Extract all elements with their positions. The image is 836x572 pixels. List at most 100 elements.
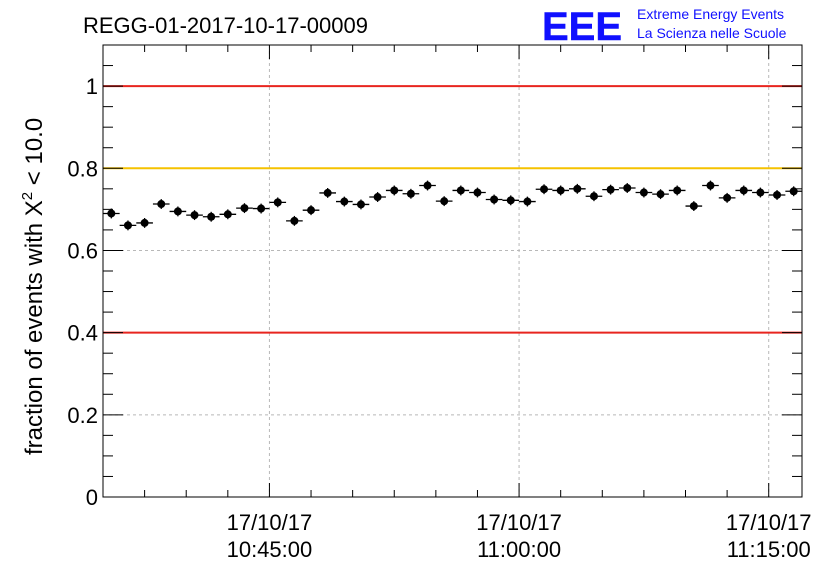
point-marker: [373, 193, 382, 202]
data-point: [352, 199, 370, 210]
y-tick-label: 0.8: [67, 156, 98, 181]
data-point: [152, 199, 170, 209]
data-point: [452, 185, 470, 196]
data-point: [319, 187, 336, 198]
x-tick-time-label: 10:45:00: [227, 537, 313, 562]
eee-logo: EEE Extreme Energy Events La Scienza nel…: [542, 5, 787, 50]
y-tick-label: 1: [86, 74, 98, 99]
data-point: [569, 183, 586, 194]
y-tick-label: 0.6: [67, 238, 98, 263]
x-tick-date-label: 17/10/17: [726, 510, 812, 535]
point-marker: [207, 212, 216, 221]
reference-lines: [103, 85, 802, 334]
data-points: [103, 180, 802, 231]
data-point: [169, 206, 187, 217]
data-point: [668, 185, 686, 196]
point-marker: [190, 211, 199, 220]
logo-line-1: Extreme Energy Events: [637, 6, 784, 22]
point-marker: [140, 218, 149, 227]
point-marker: [739, 186, 748, 195]
x-tick-time-label: 11:15:00: [727, 537, 811, 562]
data-point: [652, 189, 669, 200]
data-point: [103, 208, 120, 219]
point-marker: [673, 186, 682, 195]
point-marker: [473, 188, 482, 197]
point-marker: [323, 188, 332, 197]
data-point: [602, 184, 619, 195]
data-point: [419, 180, 436, 191]
data-point: [435, 196, 453, 207]
point-marker: [490, 195, 499, 204]
data-point: [302, 205, 320, 216]
data-point: [119, 220, 137, 231]
point-marker: [706, 181, 715, 190]
point-marker: [723, 193, 732, 202]
data-point: [752, 187, 769, 198]
point-marker: [639, 188, 648, 197]
point-marker: [107, 209, 116, 218]
point-marker: [773, 190, 782, 199]
plot-frame: [102, 44, 803, 498]
data-point: [535, 184, 553, 195]
point-marker: [556, 186, 565, 195]
y-tick-labels: 0 0.2 0.4 0.6 0.8 1: [67, 74, 98, 510]
point-marker: [506, 196, 515, 205]
point-marker: [273, 198, 282, 207]
point-marker: [756, 188, 765, 197]
data-point: [219, 209, 237, 220]
point-marker: [123, 221, 132, 230]
data-point: [768, 190, 786, 200]
y-tick-label: 0.4: [67, 321, 98, 346]
point-marker: [589, 192, 598, 201]
point-marker: [573, 184, 582, 193]
y-axis-label: fraction of events with X2 < 10.0: [19, 118, 48, 455]
x-tick-labels: 17/10/1710:45:0017/10/1711:00:0017/10/17…: [227, 510, 812, 562]
x-tick-date-label: 17/10/17: [476, 510, 562, 535]
point-marker: [523, 197, 532, 206]
chart-title: REGG-01-2017-10-17-00009: [83, 13, 368, 38]
x-tick-time-label: 11:00:00: [477, 537, 561, 562]
grid: [103, 45, 802, 497]
data-point: [469, 187, 486, 198]
point-marker: [390, 186, 399, 195]
data-point: [618, 183, 636, 193]
data-point: [286, 215, 303, 226]
data-point: [519, 196, 536, 207]
point-marker: [307, 206, 316, 215]
point-marker: [223, 210, 232, 219]
data-point: [718, 192, 736, 203]
logo-line-2: La Scienza nelle Scuole: [637, 25, 787, 41]
point-marker: [406, 189, 415, 198]
point-marker: [257, 204, 266, 213]
data-point: [369, 192, 386, 202]
data-point: [269, 197, 287, 208]
data-point: [735, 185, 753, 196]
point-marker: [356, 200, 365, 209]
point-marker: [606, 185, 615, 194]
y-tick-label: 0: [86, 485, 98, 510]
point-marker: [656, 190, 665, 199]
point-marker: [623, 183, 632, 192]
point-marker: [423, 181, 432, 190]
data-point: [635, 187, 653, 198]
point-marker: [173, 207, 182, 216]
data-point: [502, 195, 520, 206]
x-tick-date-label: 17/10/17: [227, 510, 313, 535]
data-point: [252, 203, 270, 214]
point-marker: [689, 202, 698, 211]
point-marker: [240, 204, 249, 213]
y-tick-label: 0.2: [67, 403, 98, 428]
data-point: [202, 211, 220, 222]
data-point: [385, 185, 403, 196]
data-point: [136, 217, 153, 228]
data-point: [702, 180, 719, 191]
data-point: [336, 196, 353, 207]
data-point: [402, 188, 420, 199]
point-marker: [157, 200, 166, 209]
data-point: [785, 186, 802, 197]
point-marker: [540, 185, 549, 194]
data-point: [485, 194, 503, 205]
data-point: [186, 210, 203, 221]
data-point: [585, 191, 603, 202]
